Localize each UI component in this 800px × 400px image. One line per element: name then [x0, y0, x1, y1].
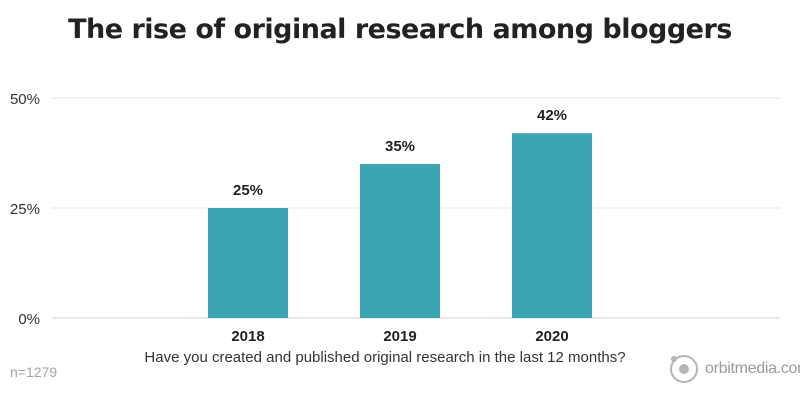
brand-watermark: orbitmedia.com: [668, 352, 800, 386]
y-tick-label: 0%: [18, 311, 40, 328]
y-axis: 0% 25% 50%: [10, 91, 40, 328]
bar: [512, 133, 592, 318]
x-axis-label: Have you created and published original …: [144, 349, 626, 366]
data-label: 42%: [537, 107, 567, 124]
bars: [208, 133, 592, 318]
chart-title: The rise of original research among blog…: [68, 14, 732, 45]
bar: [208, 208, 288, 318]
orbit-logo-icon: [670, 355, 698, 383]
bar: [360, 164, 440, 318]
data-label: 25%: [233, 182, 263, 199]
y-tick-label: 25%: [10, 201, 40, 218]
x-tick-label: 2019: [383, 328, 416, 345]
sample-size-note: n=1279: [10, 364, 58, 380]
x-tick-label: 2018: [231, 328, 264, 345]
y-tick-label: 50%: [10, 91, 40, 108]
data-labels: 25% 35% 42%: [233, 107, 567, 199]
brand-name: orbitmedia.com: [705, 360, 800, 377]
x-axis: 2018 2019 2020: [231, 328, 568, 345]
x-tick-label: 2020: [535, 328, 568, 345]
data-label: 35%: [385, 138, 415, 155]
